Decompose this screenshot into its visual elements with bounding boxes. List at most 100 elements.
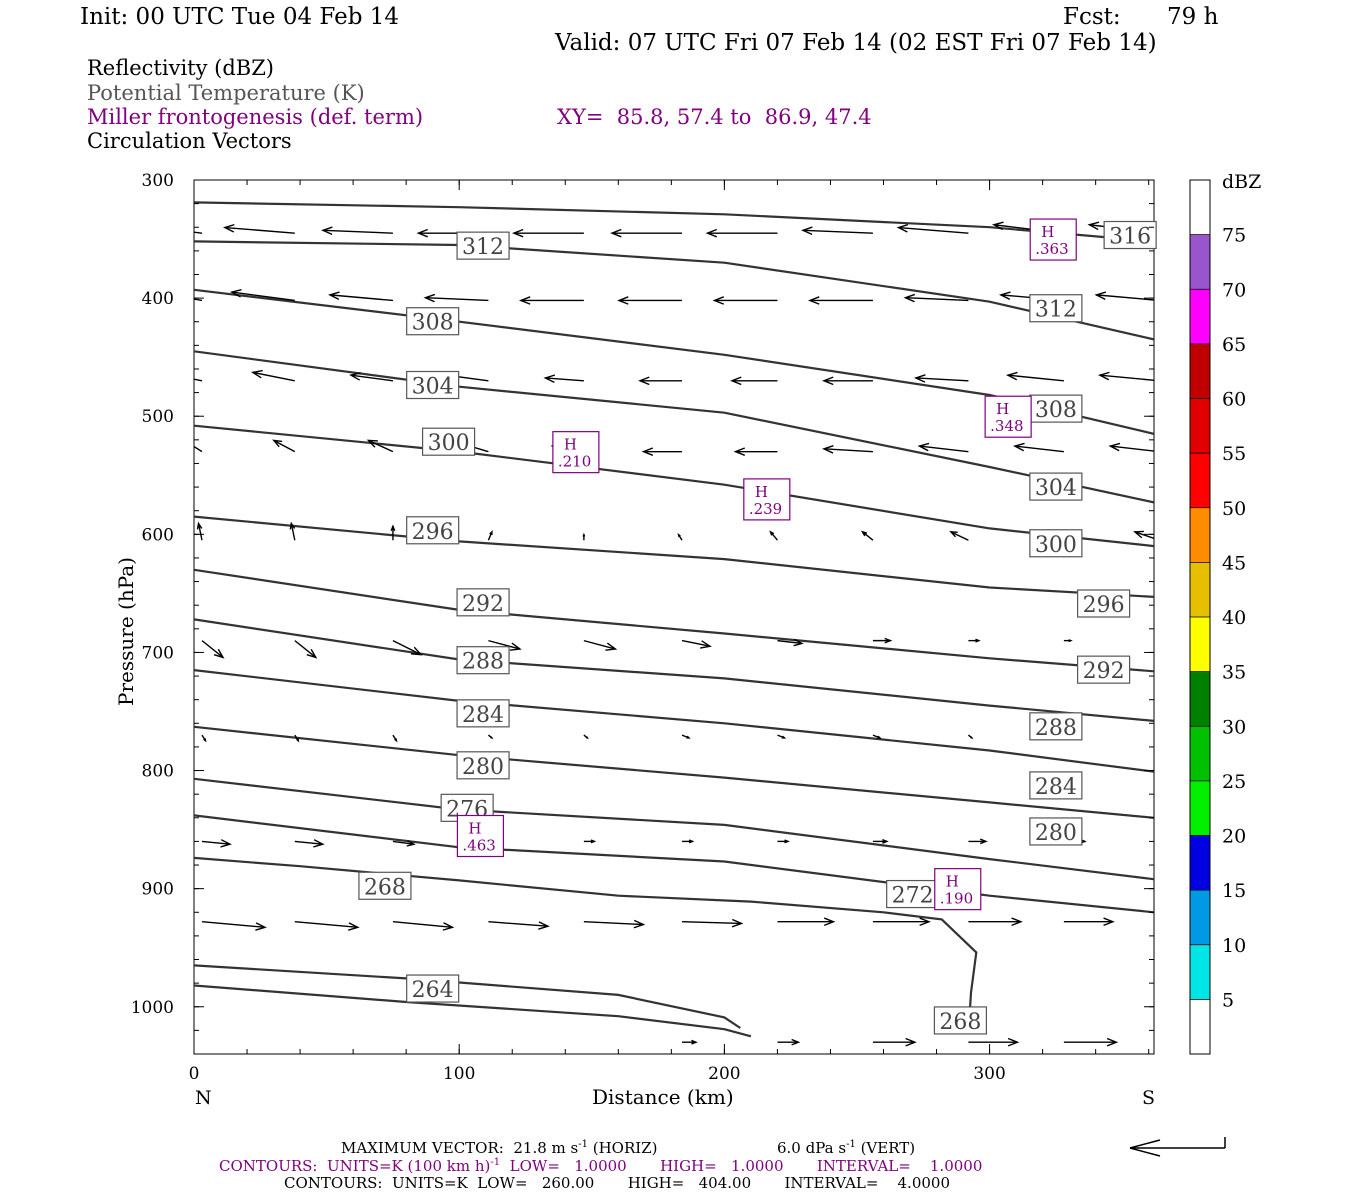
vector-shaft [294,921,358,929]
vector-head [1176,838,1184,844]
y-tick-label: 500 [142,407,174,427]
vector-shaft [1096,294,1154,301]
theta-contour-284 [194,669,1154,773]
x-axis-label: Distance (km) [592,1085,734,1109]
vector-shaft [194,445,203,453]
vector-head [1097,371,1110,381]
colorbar-level: 15 [1222,880,1246,902]
vector-head [1108,442,1121,452]
vector-head [801,226,813,236]
vector-head [1087,221,1100,231]
vector-shaft [350,374,394,382]
fronto-max-label: H [1041,223,1054,241]
vector-head [229,288,242,298]
vector-shaft [273,439,296,453]
colorbar-bin [1190,617,1210,672]
vector-head [1133,530,1144,539]
colorbar-bin [1190,507,1210,563]
vector-shaft [329,294,394,302]
vector-head [975,638,981,643]
footer-max-vector: MAXIMUM VECTOR: 21.8 m s-1 (HORIZ) [341,1139,658,1157]
vector-head [442,922,455,931]
vector-head [896,223,909,233]
vector-shaft [488,921,548,927]
vector-shaft [231,291,295,302]
vector-head [822,445,834,454]
vector-shaft [681,639,711,647]
vector-shaft [294,840,323,845]
colorbar-level: 65 [1222,334,1246,356]
vector-head [394,738,398,743]
x-tick-label: 300 [973,1064,1005,1084]
vector-shaft [1007,374,1064,382]
vector-head [489,530,493,536]
contour-label: 292 [1083,659,1125,684]
fronto-max-box [934,868,982,911]
vector-head [1007,1037,1020,1047]
colorbar-level: 25 [1222,771,1246,793]
vector-head [1106,1037,1119,1047]
vector-shaft [294,640,317,658]
vector-shaft [392,921,453,929]
forecast-label: Fcst: [1063,4,1121,30]
vector-head [390,524,396,532]
vector-head [518,296,531,305]
vector-head [905,1037,917,1047]
contour-label-box [1077,589,1131,618]
theta-contour-276 [194,777,1154,881]
vector-head [917,442,930,452]
vector-shaft [368,439,394,453]
theta-contours [194,201,1154,1038]
vector-head [1161,737,1162,738]
vector-shaft [425,296,489,302]
vector-shaft [802,229,873,234]
contour-label: 280 [462,755,504,780]
vector-head [949,531,958,538]
vector-shaft [201,921,266,929]
fronto-max-box [552,431,600,474]
fronto-max-label: H [468,820,481,838]
vector-head [585,736,589,740]
contour-label-box [406,974,460,1003]
vector-head [272,439,283,448]
fronto-max-label: H [755,483,768,501]
vector-head [970,736,974,740]
vector-head [712,296,725,305]
contour-label-box [1029,817,1083,846]
contour-label-box [358,871,412,900]
plot-frame [193,179,1155,1055]
vector-head [321,226,333,236]
vector-head [582,532,586,537]
vector-head [784,839,790,844]
vector-head [705,228,718,238]
vector-head [406,839,416,847]
vector-head [220,839,232,848]
contour-label: 296 [1083,593,1125,618]
y-tick-label: 1000 [131,998,174,1018]
vector-head [296,738,300,743]
vector-head [691,1039,698,1045]
vector-head [416,228,428,238]
vector-head [617,296,629,305]
contour-label-box [1029,712,1083,741]
colorbar-bin [1190,671,1210,727]
theta-contour-268 [194,856,978,1034]
theta-contour-300 [194,424,1154,548]
vector-shaft [1134,531,1154,540]
colorbar-level: 5 [1222,989,1234,1011]
fronto-max-value: .363 [1035,240,1068,258]
vector-head [882,838,889,844]
vector-head [605,642,618,651]
colorbar-bin [1190,562,1210,617]
colorbar-level: 45 [1222,552,1246,574]
fronto-max-box [743,478,791,521]
vector-head [366,439,378,448]
vector-shaft [1099,374,1154,381]
theta-contour-264 [194,964,741,1029]
contour-label-box [421,427,476,456]
contour-label: 284 [1035,775,1077,800]
vector-shaft [252,371,295,382]
fronto-max-value: .190 [940,890,973,908]
contour-label: 300 [428,431,470,456]
vector-head [1012,442,1025,452]
